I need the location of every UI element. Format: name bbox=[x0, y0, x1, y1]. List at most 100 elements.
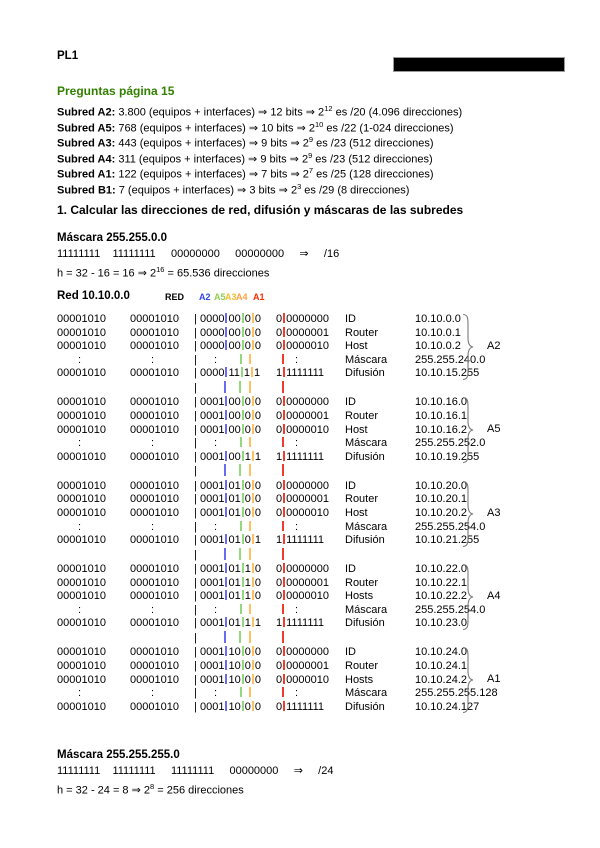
a2-boundary-bar bbox=[224, 631, 226, 644]
a1-boundary-bar bbox=[282, 353, 284, 364]
address-type-label: Difusión bbox=[345, 534, 385, 547]
address-value: 10.10.24.127 bbox=[415, 700, 480, 713]
octet-2: 00001010 bbox=[130, 506, 179, 519]
boundary-bars-octet-3 bbox=[200, 631, 276, 646]
a1-boundary-bar bbox=[282, 380, 284, 393]
a5-boundary-bar bbox=[240, 687, 243, 698]
octet-separator: | bbox=[194, 479, 197, 492]
a2-boundary-bar bbox=[225, 479, 228, 490]
octet-4-dots: : bbox=[276, 437, 345, 451]
binary-address-row: 00001010 00001010 | 0001 10 0 0 0 0000010 Hosts 10… bbox=[57, 673, 600, 688]
a5-boundary-bar bbox=[241, 660, 244, 671]
section-1-title: 1. Calcular las direcciones de red, difu… bbox=[57, 203, 464, 217]
hosts-formula: h = 32 - 16 = 16 ⇒ 2 bbox=[57, 267, 157, 280]
a2-boundary-bar bbox=[225, 700, 228, 711]
spacer bbox=[217, 445, 239, 446]
address-type-label: Difusión bbox=[345, 367, 385, 380]
octet-4: 1 1111111 bbox=[276, 367, 325, 380]
a3-a4-boundary-bar bbox=[251, 506, 254, 517]
a5-boundary-bar bbox=[239, 547, 241, 560]
subnet-text: 7 (equipos + interfaces) ⇒ 3 bits ⇒ 2 bbox=[115, 184, 298, 197]
spacer bbox=[217, 529, 239, 530]
a2-boundary-bar bbox=[225, 450, 228, 461]
address-type-label: Router bbox=[345, 576, 379, 589]
a3-a4-boundary-bar bbox=[251, 590, 254, 601]
spacer bbox=[200, 640, 223, 641]
a1-boundary-bar bbox=[283, 660, 286, 671]
spacer bbox=[276, 612, 281, 613]
a3-a4-boundary-bar bbox=[249, 437, 252, 448]
spacer bbox=[276, 557, 281, 558]
octet-4: 0 0000010 bbox=[276, 340, 329, 353]
spacer bbox=[200, 695, 214, 696]
mask-16-binary: 11111111 11111111 00000000 00000000 ⇒ /1… bbox=[57, 247, 340, 260]
subnet-exponent: 12 bbox=[324, 104, 333, 113]
legend-red: RED bbox=[165, 292, 185, 302]
address-type-label: Máscara bbox=[345, 437, 388, 450]
a3-a4-boundary-bar bbox=[251, 493, 254, 504]
a1-boundary-bar bbox=[283, 479, 286, 490]
subnet-text: 443 (equipos + interfaces) ⇒ 9 bits ⇒ 2 bbox=[115, 137, 309, 150]
octet-3: 0001 10 0 0 bbox=[200, 673, 261, 686]
octet-separator: | bbox=[194, 520, 197, 533]
binary-address-row: 00001010 00001010 | 0001 00 0 0 0 0000000 ID 10.10… bbox=[57, 396, 600, 410]
mask-dots-row: :: |:: Máscara 255.255.240.0 bbox=[57, 353, 600, 368]
spacer bbox=[242, 390, 248, 391]
a1-boundary-bar bbox=[282, 687, 284, 698]
spacer bbox=[285, 362, 295, 363]
subnet-name: Subred B1: bbox=[57, 184, 116, 197]
octet-separator: | bbox=[194, 506, 197, 519]
octet-1: 00001010 bbox=[57, 700, 106, 713]
spacer bbox=[217, 362, 239, 363]
a5-boundary-bar bbox=[241, 563, 244, 574]
octet-4: 0 1111111 bbox=[276, 700, 325, 713]
a2-boundary-bar bbox=[225, 506, 228, 517]
bit-boundary-bars-row: | bbox=[57, 464, 600, 479]
a5-boundary-bar bbox=[240, 437, 243, 448]
octet-4: 0 0000010 bbox=[276, 506, 329, 519]
a3-a4-boundary-bar bbox=[251, 700, 254, 711]
octet-separator: | bbox=[194, 493, 197, 506]
octet-4: 1 1111111 bbox=[276, 450, 325, 463]
octet-separator: | bbox=[194, 576, 197, 589]
octet-1: 00001010 bbox=[57, 340, 106, 353]
mask-dots-row: :: |:: Máscara 255.255.254.0 bbox=[57, 520, 600, 535]
octet-4: 0 0000001 bbox=[276, 660, 329, 673]
a5-boundary-bar bbox=[241, 576, 244, 587]
mask-dots-row: :: |:: Máscara 255.255.252.0 bbox=[57, 437, 600, 451]
a3-a4-boundary-bar bbox=[251, 673, 254, 684]
address-type-label: Host bbox=[345, 340, 368, 353]
a2-boundary-bar bbox=[225, 367, 228, 378]
subnet-group-label: A2 bbox=[487, 340, 501, 352]
mask-dots-row: :: |:: Máscara 255.255.254.0 bbox=[57, 603, 600, 618]
spacer bbox=[200, 445, 214, 446]
a1-boundary-bar bbox=[283, 396, 286, 407]
address-value: 10.10.20.0 bbox=[415, 479, 467, 492]
octet-4: 1 1111111 bbox=[276, 534, 325, 547]
address-type-label: Difusión bbox=[345, 450, 385, 463]
octet-3: 0001 00 0 0 bbox=[200, 423, 261, 436]
legend-a5: A5 bbox=[214, 292, 226, 302]
octet-3: 0000 00 0 0 bbox=[200, 313, 261, 325]
a1-boundary-bar bbox=[282, 547, 284, 560]
octet-2: 00001010 bbox=[130, 493, 179, 506]
address-type-label: Máscara bbox=[345, 687, 388, 700]
a2-boundary-bar bbox=[224, 547, 226, 560]
a1-boundary-bar bbox=[283, 367, 286, 378]
address-value: 10.10.19.255 bbox=[415, 450, 480, 463]
subnet-group-label: A3 bbox=[487, 506, 501, 519]
spacer bbox=[276, 473, 281, 474]
a2-boundary-bar bbox=[225, 313, 228, 323]
address-value: 10.10.22.1 bbox=[415, 576, 467, 589]
a1-boundary-bar bbox=[282, 437, 284, 448]
octet-2: 00001010 bbox=[130, 367, 179, 380]
address-type-label: Host bbox=[345, 506, 368, 519]
octet-2-dots: : bbox=[151, 353, 155, 366]
subnet-text-post: es /20 (4.096 direcciones) bbox=[332, 106, 463, 119]
subnet-summary-list: Subred A2: 3.800 (equipos + interfaces) … bbox=[57, 101, 463, 197]
empty-cell bbox=[57, 548, 130, 563]
a1-boundary-bar bbox=[283, 326, 286, 337]
a2-boundary-bar bbox=[225, 493, 228, 504]
a5-boundary-bar bbox=[241, 423, 244, 434]
address-value: 10.10.22.0 bbox=[415, 563, 467, 576]
